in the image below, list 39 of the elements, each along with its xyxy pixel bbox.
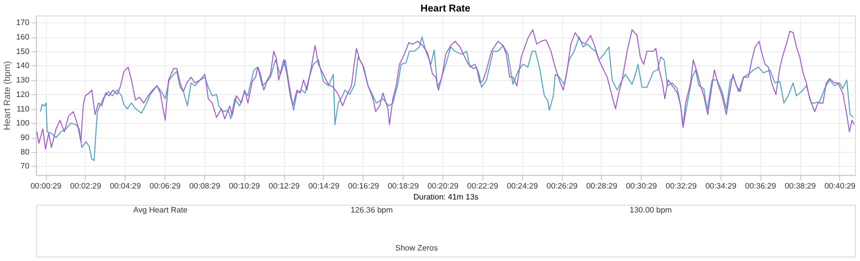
x-tick-label: 00:20:29 [427, 181, 460, 190]
x-tick-label: 00:18:29 [388, 181, 420, 190]
y-axis-title: Heart Rate (bpm) [2, 61, 12, 130]
x-tick-label: 00:40:29 [824, 181, 856, 190]
y-tick-label: 160 [16, 32, 30, 42]
y-tick-label: 150 [16, 46, 30, 56]
x-tick-label: 00:38:29 [784, 181, 816, 190]
y-tick-label: 80 [20, 147, 30, 156]
text: Avg Heart Rate [133, 206, 188, 215]
x-tick-label: 00:22:29 [467, 181, 499, 190]
x-axis-title: Duration: 41m 13s [413, 192, 479, 202]
y-tick-label: 70 [20, 162, 30, 171]
y-tick-label: 120 [16, 90, 30, 99]
x-tick-label: 00:28:29 [586, 181, 618, 190]
x-tick-label: 00:00:29 [30, 181, 62, 190]
y-tick-label: 100 [16, 118, 30, 128]
x-tick-label: 00:14:29 [308, 181, 340, 190]
y-tick-label: 110 [16, 104, 30, 114]
x-tick-label: 00:32:29 [666, 181, 698, 190]
y-tick-label: 170 [16, 18, 30, 28]
chart-title: Heart Rate [420, 3, 471, 14]
x-tick-label: 00:34:29 [705, 181, 737, 190]
x-tick-label: 00:04:29 [110, 181, 142, 190]
text: Show Zeros [395, 244, 438, 253]
x-tick-label: 00:30:29 [626, 181, 658, 190]
text: 126.36 bpm [350, 206, 394, 215]
x-tick-label: 00:02:29 [70, 181, 102, 190]
text: 130.00 bpm [630, 206, 672, 215]
y-tick-label: 140 [16, 61, 30, 70]
y-tick-label: 130 [16, 76, 30, 85]
x-tick-label: 00:12:29 [268, 181, 300, 190]
y-tick-label: 90 [20, 132, 30, 142]
x-tick-label: 00:06:29 [150, 181, 182, 190]
x-tick-label: 00:16:29 [348, 181, 380, 190]
x-tick-label: 00:24:29 [506, 181, 538, 190]
x-tick-label: 00:36:29 [745, 181, 777, 190]
x-tick-label: 00:08:29 [189, 181, 221, 190]
x-tick-label: 00:26:29 [546, 181, 578, 190]
x-tick-label: 00:10:29 [228, 181, 261, 190]
